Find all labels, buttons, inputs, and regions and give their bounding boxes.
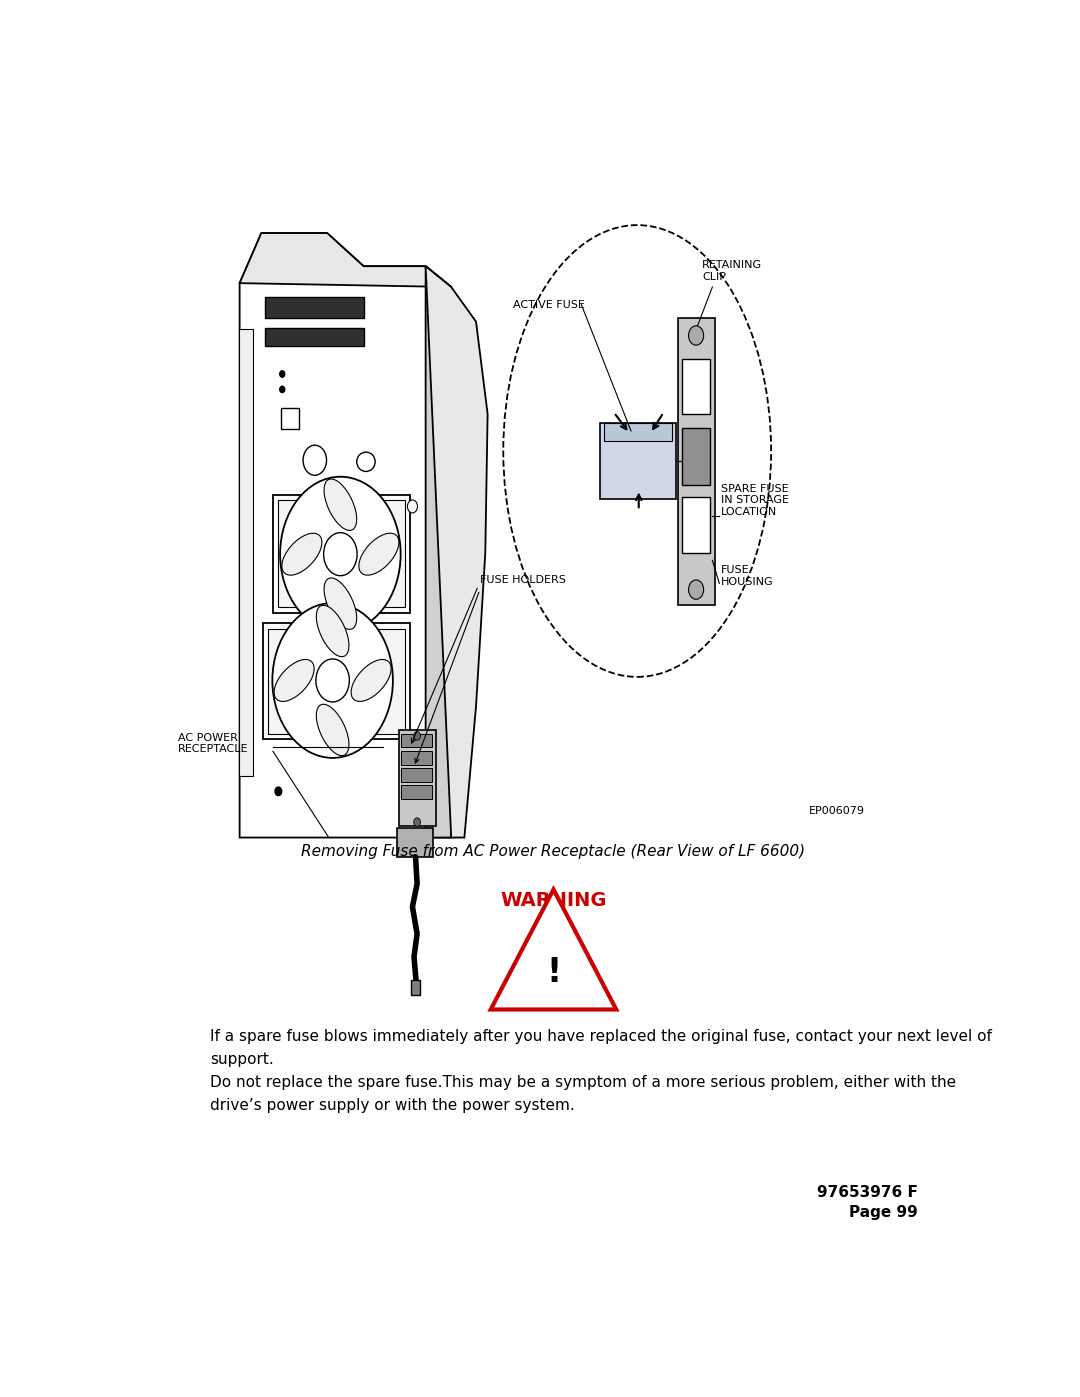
Polygon shape	[401, 785, 432, 799]
Text: Page 99: Page 99	[849, 1204, 918, 1220]
Ellipse shape	[503, 225, 771, 678]
Polygon shape	[399, 729, 435, 826]
Polygon shape	[262, 623, 410, 739]
Text: ACTIVE FUSE: ACTIVE FUSE	[513, 300, 585, 310]
Polygon shape	[683, 427, 710, 485]
Polygon shape	[240, 233, 451, 838]
Polygon shape	[677, 317, 715, 605]
Text: WARNING: WARNING	[500, 891, 607, 911]
Ellipse shape	[351, 659, 391, 701]
Polygon shape	[600, 423, 676, 499]
Ellipse shape	[324, 479, 356, 531]
Text: If a spare fuse blows immediately after you have replaced the original fuse, con: If a spare fuse blows immediately after …	[211, 1028, 993, 1044]
Circle shape	[407, 500, 418, 513]
Polygon shape	[266, 328, 364, 346]
Circle shape	[280, 370, 285, 377]
Polygon shape	[490, 890, 617, 1010]
Polygon shape	[397, 828, 433, 856]
Circle shape	[280, 386, 285, 393]
Polygon shape	[426, 267, 451, 838]
Circle shape	[275, 787, 282, 796]
Text: AC POWER
RECEPTACLE: AC POWER RECEPTACLE	[177, 733, 248, 754]
Ellipse shape	[356, 453, 375, 471]
Polygon shape	[240, 233, 451, 286]
Text: Do not replace the spare fuse.This may be a symptom of a more serious problem, e: Do not replace the spare fuse.This may b…	[211, 1074, 957, 1090]
Ellipse shape	[316, 605, 349, 657]
Text: drive’s power supply or with the power system.: drive’s power supply or with the power s…	[211, 1098, 575, 1113]
Ellipse shape	[316, 704, 349, 756]
Text: FUSE HOLDERS: FUSE HOLDERS	[480, 574, 566, 584]
Text: RETAINING
CLIP: RETAINING CLIP	[702, 260, 762, 282]
Polygon shape	[279, 500, 405, 608]
Polygon shape	[239, 330, 253, 775]
Polygon shape	[683, 359, 710, 414]
Circle shape	[324, 532, 357, 576]
Circle shape	[414, 817, 420, 827]
Ellipse shape	[324, 578, 356, 630]
Polygon shape	[273, 495, 410, 613]
Circle shape	[303, 446, 326, 475]
Text: support.: support.	[211, 1052, 274, 1067]
Text: 97653976 F: 97653976 F	[816, 1185, 918, 1200]
Polygon shape	[401, 733, 432, 747]
Text: SPARE FUSE
IN STORAGE
LOCATION: SPARE FUSE IN STORAGE LOCATION	[721, 483, 788, 517]
Polygon shape	[401, 752, 432, 766]
Circle shape	[272, 604, 393, 759]
Circle shape	[689, 580, 704, 599]
Text: !: !	[545, 956, 562, 989]
Ellipse shape	[282, 534, 322, 576]
Text: EP006079: EP006079	[809, 806, 865, 816]
Text: Removing Fuse from AC Power Receptacle (Rear View of LF 6600): Removing Fuse from AC Power Receptacle (…	[301, 844, 806, 859]
Circle shape	[689, 326, 704, 345]
Circle shape	[280, 476, 401, 631]
Ellipse shape	[359, 534, 399, 576]
Polygon shape	[266, 298, 364, 317]
Polygon shape	[410, 979, 420, 996]
Circle shape	[414, 732, 420, 740]
Ellipse shape	[274, 659, 314, 701]
Circle shape	[315, 659, 349, 701]
Text: FUSE
HOUSING: FUSE HOUSING	[721, 564, 773, 587]
Polygon shape	[426, 267, 488, 838]
Polygon shape	[683, 497, 710, 553]
Polygon shape	[604, 423, 672, 441]
Polygon shape	[281, 408, 299, 429]
Polygon shape	[401, 768, 432, 782]
Polygon shape	[268, 629, 405, 733]
